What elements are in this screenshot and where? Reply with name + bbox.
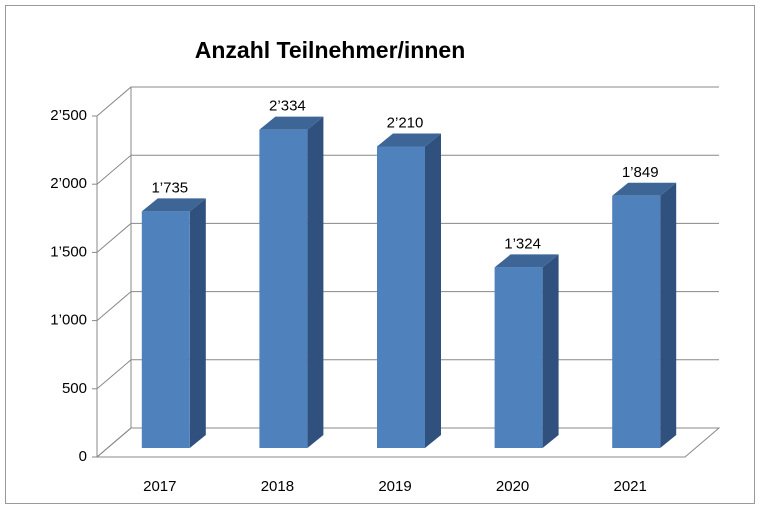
data-label: 2’210	[387, 115, 424, 132]
bar-side	[189, 198, 206, 448]
y-tick-label: 500	[62, 380, 87, 397]
bar-side	[307, 116, 324, 449]
y-tick-label: 2’000	[50, 175, 87, 192]
bar-front	[259, 129, 308, 448]
bar	[141, 198, 206, 448]
x-tick-label: 2020	[496, 478, 529, 495]
x-tick-label: 2017	[143, 478, 176, 495]
bar	[377, 133, 441, 448]
grid-line	[96, 86, 719, 117]
bar-side	[542, 254, 559, 448]
y-tick-label: 0	[79, 448, 87, 465]
bar	[494, 254, 559, 448]
y-tick-label: 1’500	[50, 243, 87, 260]
bar-top	[141, 198, 206, 212]
bar	[612, 182, 677, 449]
grid-line	[96, 222, 719, 253]
x-tick-label: 2021	[614, 478, 647, 495]
y-tick-label: 2’500	[50, 107, 87, 124]
bar-side	[425, 133, 441, 448]
data-label: 1’849	[622, 164, 659, 181]
bar-top	[494, 254, 559, 268]
chart-title: Anzahl Teilnehmer/innen	[195, 37, 466, 63]
x-tick-label: 2018	[261, 478, 294, 495]
bar	[259, 116, 324, 449]
grid-line	[96, 154, 719, 185]
bar-front	[377, 146, 425, 448]
x-tick-label: 2019	[378, 478, 411, 495]
bar-top	[377, 133, 441, 147]
bar-top	[612, 182, 677, 196]
bar-side	[660, 182, 677, 449]
data-label: 1’735	[151, 179, 188, 196]
data-label: 1’324	[504, 235, 541, 252]
bar-front	[141, 211, 190, 448]
data-label: 2’334	[269, 98, 306, 115]
y-tick-label: 1’000	[50, 312, 87, 329]
bar-top	[259, 116, 324, 130]
bar-front	[612, 195, 661, 448]
bar-front	[494, 267, 543, 448]
